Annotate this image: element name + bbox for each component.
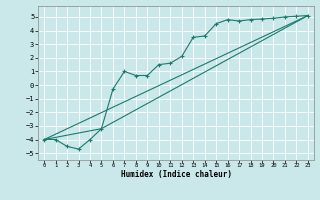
X-axis label: Humidex (Indice chaleur): Humidex (Indice chaleur) (121, 170, 231, 179)
